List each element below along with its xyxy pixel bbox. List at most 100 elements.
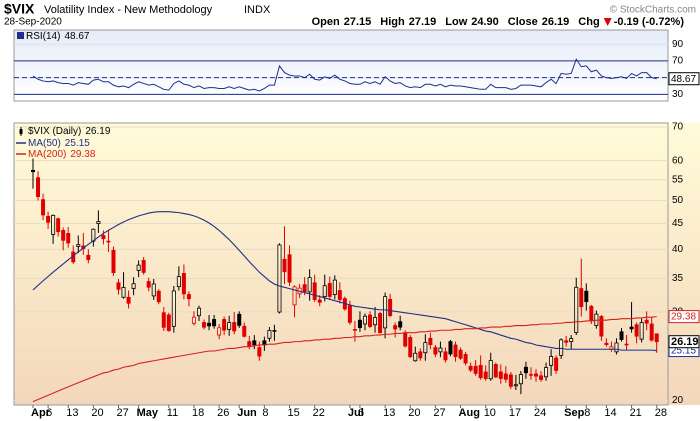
- x-tick-label: 27: [433, 407, 445, 419]
- candle-body: [217, 327, 222, 336]
- candle-body: [518, 374, 523, 385]
- quote-value: 27.15: [344, 16, 372, 28]
- y-tick-label: 20: [672, 395, 684, 406]
- price-legend-value: 26.19: [85, 126, 110, 137]
- x-tick-label: 13: [66, 407, 78, 419]
- candle-body: [428, 337, 433, 346]
- x-tick-label: Jul: [348, 407, 364, 419]
- candle-body: [191, 316, 196, 324]
- ma-legend: MA(50) 25.15: [28, 138, 90, 149]
- value-box: [668, 72, 700, 86]
- candle-body: [393, 325, 398, 330]
- candle-body: [403, 332, 408, 347]
- x-tick-label: 13: [383, 407, 395, 419]
- candle-body: [373, 317, 378, 326]
- candle-body: [463, 354, 468, 364]
- x-tick-label: 21: [630, 407, 642, 419]
- candle-body: [513, 384, 518, 387]
- x-tick-label: Sep: [564, 407, 584, 419]
- x-tick-label: Apr: [31, 407, 51, 419]
- candle-body: [488, 360, 493, 380]
- value-box: [668, 335, 700, 349]
- candle-body: [287, 254, 292, 283]
- candle-body: [212, 319, 217, 327]
- x-tick-label: 20: [408, 407, 420, 419]
- y-tick-label: 55: [672, 174, 684, 185]
- candle-body: [357, 319, 362, 328]
- candle-body: [116, 282, 121, 290]
- candle-body: [106, 240, 111, 243]
- candle-body: [589, 305, 594, 322]
- candle-body: [523, 366, 528, 374]
- candle-body: [483, 371, 488, 379]
- candle-body: [292, 286, 297, 306]
- candle-body: [478, 364, 483, 379]
- candle-body: [453, 344, 458, 358]
- ma-legend-value: 25.15: [65, 138, 90, 149]
- ma-legend-name: MA(50): [28, 138, 61, 149]
- candle-body: [639, 322, 644, 340]
- candle-body: [433, 347, 438, 355]
- date: 28-Sep-2020: [4, 17, 62, 28]
- candle-body: [503, 373, 508, 380]
- candle-body: [534, 373, 539, 377]
- price-panel: [13, 122, 669, 406]
- candle-body: [257, 347, 262, 357]
- y-tick-label: 45: [672, 218, 684, 229]
- candle-body: [181, 273, 186, 295]
- quote-label: Open: [312, 16, 340, 28]
- candle-body: [202, 322, 207, 328]
- candle-body: [161, 312, 166, 328]
- x-tick-label: 24: [534, 407, 546, 419]
- candle-body: [327, 283, 332, 297]
- candle-body: [383, 296, 388, 329]
- exchange: INDX: [244, 4, 271, 16]
- candle-body: [51, 215, 56, 235]
- x-tick-label: Jun: [237, 407, 257, 419]
- candle-body: [398, 321, 403, 328]
- quote-value: 27.19: [409, 16, 437, 28]
- candle-body: [559, 339, 564, 356]
- rsi-legend-value: 48.67: [64, 31, 89, 42]
- candle-body: [649, 323, 654, 341]
- candle-body: [146, 281, 151, 288]
- rsi-legend-name: RSI(14): [26, 31, 60, 42]
- x-tick-label: 6: [358, 407, 364, 419]
- candle-body: [468, 365, 473, 371]
- candle-body: [46, 215, 51, 223]
- candle-body: [237, 313, 242, 326]
- y-tick-label: 50: [672, 195, 684, 206]
- rsi-panel: [13, 29, 669, 102]
- candle-body: [554, 357, 559, 371]
- price-legend-icon: [19, 129, 23, 134]
- ma-legend: MA(200) 29.38: [28, 149, 96, 160]
- x-tick-label: 20: [91, 407, 103, 419]
- candle-body: [111, 249, 116, 274]
- candle-body: [186, 294, 191, 300]
- candle-body: [41, 199, 46, 216]
- candle-body: [549, 356, 554, 366]
- x-tick-label: 11: [167, 407, 178, 419]
- rsi-tick-label: 90: [672, 39, 684, 50]
- candle-body: [252, 340, 257, 346]
- value-box-label: 26.19: [671, 336, 699, 348]
- candle-body: [196, 307, 201, 317]
- candle-body: [61, 230, 66, 241]
- quote-label: Low: [445, 16, 467, 28]
- candle-body: [458, 349, 463, 359]
- candle-body: [141, 260, 146, 273]
- candle-body: [136, 264, 141, 271]
- value-box-label: 25.15: [671, 346, 696, 357]
- rsi-tick-label: 70: [672, 56, 684, 67]
- candle-body: [564, 340, 569, 343]
- candle-body: [247, 341, 252, 347]
- x-tick-label: 15: [288, 407, 300, 419]
- candle-body: [614, 342, 619, 353]
- candle-body: [413, 352, 418, 362]
- candle-body: [569, 338, 574, 343]
- quote-label: High: [380, 16, 405, 28]
- rsi-tick-label: 30: [672, 89, 684, 100]
- candle-body: [498, 371, 503, 379]
- quote-value: -0.19 (-0.72%): [614, 16, 685, 28]
